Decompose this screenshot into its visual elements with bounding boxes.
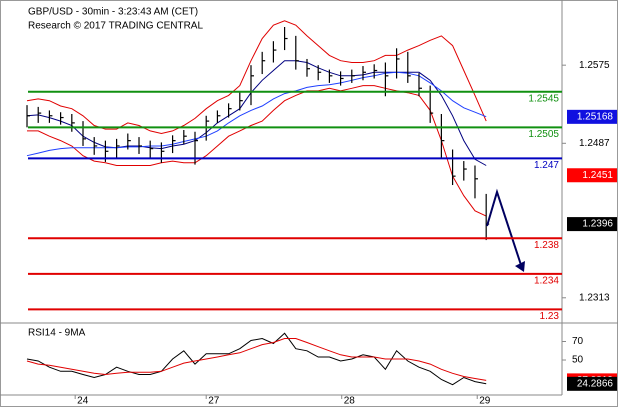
level-label: 1.2505 <box>528 129 559 140</box>
level-label: 1.247 <box>534 160 559 171</box>
x-tick-label: 28 <box>344 396 356 407</box>
line <box>26 71 487 157</box>
rsi-marker-label: 24.2866 <box>577 378 614 389</box>
price-marker <box>567 109 617 124</box>
y-tick-label: 1.2487 <box>579 138 610 149</box>
y-tick-label: 70 <box>572 336 584 347</box>
y-tick-label: 50 <box>572 355 584 366</box>
line <box>26 60 487 166</box>
chart-title: GBP/USD - 30min - 3:23:43 AM (CET) <box>28 7 198 18</box>
line <box>26 338 487 381</box>
x-tick-label: 29 <box>479 396 491 407</box>
forecast-arrow <box>486 188 525 272</box>
price-marker <box>567 168 617 183</box>
level-label: 1.238 <box>534 240 559 251</box>
line <box>26 332 487 386</box>
y-tick-label: 1.2575 <box>579 60 610 71</box>
level-label: 1.2545 <box>528 93 559 104</box>
chart-subtitle: Research © 2017 TRADING CENTRAL <box>28 21 203 32</box>
rsi-title: RSI14 - 9MA <box>28 328 86 339</box>
x-tick-label: 24 <box>77 396 89 407</box>
level-label: 1.23 <box>540 311 560 322</box>
level-label: 1.234 <box>534 275 559 286</box>
line <box>27 85 487 217</box>
price-marker-label: 1.25168 <box>577 111 614 122</box>
y-tick-label: 1.2313 <box>579 292 610 303</box>
price-marker <box>567 217 617 232</box>
rsi-marker <box>567 376 617 391</box>
price-marker-label: 1.2451 <box>582 170 613 181</box>
arrow-line <box>486 188 522 266</box>
line <box>26 20 487 135</box>
arrow-head <box>515 261 525 272</box>
price-marker-label: 1.2396 <box>582 219 613 230</box>
x-tick-label: 27 <box>208 396 220 407</box>
